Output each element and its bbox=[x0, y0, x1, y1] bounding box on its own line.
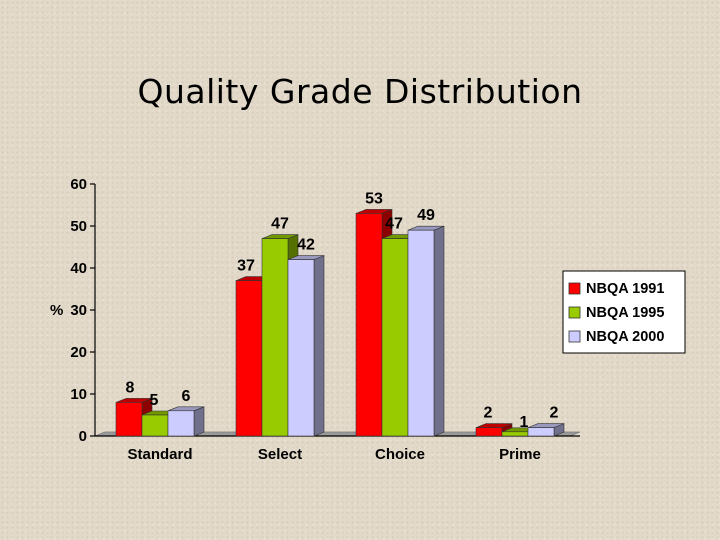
legend-entry: NBQA 1995 bbox=[586, 305, 664, 321]
data-label: 47 bbox=[271, 216, 289, 233]
x-tick-label: Prime bbox=[499, 446, 541, 463]
legend-entry: NBQA 2000 bbox=[586, 329, 664, 345]
bar-front bbox=[261, 238, 289, 437]
x-tick-label: Choice bbox=[375, 446, 425, 463]
slide-title: Quality Grade Distribution bbox=[137, 72, 583, 111]
legend-entry: NBQA 1991 bbox=[586, 281, 664, 297]
data-label: 42 bbox=[297, 237, 315, 254]
bar-front bbox=[475, 427, 503, 437]
data-label: 1 bbox=[520, 414, 529, 431]
bar bbox=[287, 255, 325, 437]
legend-box bbox=[562, 270, 686, 354]
y-tick-label: 50 bbox=[70, 218, 87, 235]
bar-front bbox=[235, 280, 263, 437]
data-label: 47 bbox=[385, 216, 403, 233]
legend-swatch bbox=[568, 330, 581, 343]
y-tick-label: 60 bbox=[70, 176, 87, 193]
bar-front bbox=[381, 238, 409, 437]
bar-front bbox=[167, 410, 195, 437]
y-tick-label: 10 bbox=[70, 386, 87, 403]
bar bbox=[407, 225, 445, 437]
bar-front bbox=[355, 213, 383, 437]
bar bbox=[167, 406, 205, 437]
y-tick-label: 40 bbox=[70, 260, 87, 277]
x-tick-label: Standard bbox=[127, 446, 192, 463]
bar-front bbox=[141, 414, 169, 437]
y-tick-label: 0 bbox=[79, 428, 87, 445]
bar-front bbox=[501, 431, 529, 437]
data-label: 37 bbox=[237, 258, 255, 275]
legend-swatch bbox=[568, 306, 581, 319]
bar bbox=[527, 423, 565, 437]
bar-side bbox=[433, 225, 445, 437]
bar-front bbox=[115, 402, 143, 437]
x-tick-label: Select bbox=[258, 446, 302, 463]
bar-front bbox=[407, 229, 435, 437]
bar-side bbox=[193, 406, 205, 437]
data-label: 6 bbox=[182, 388, 191, 405]
y-tick-label: 30 bbox=[70, 302, 87, 319]
data-label: 2 bbox=[550, 405, 559, 422]
bar-front bbox=[287, 259, 315, 437]
data-label: 49 bbox=[417, 207, 435, 224]
bar-side bbox=[313, 255, 325, 437]
data-label: 5 bbox=[150, 392, 159, 409]
data-label: 2 bbox=[484, 405, 493, 422]
bar-front bbox=[527, 427, 555, 437]
legend-swatch bbox=[568, 282, 581, 295]
y-tick-label: 20 bbox=[70, 344, 87, 361]
data-label: 53 bbox=[365, 190, 383, 207]
y-axis-label: % bbox=[50, 302, 63, 319]
data-label: 8 bbox=[126, 379, 135, 396]
